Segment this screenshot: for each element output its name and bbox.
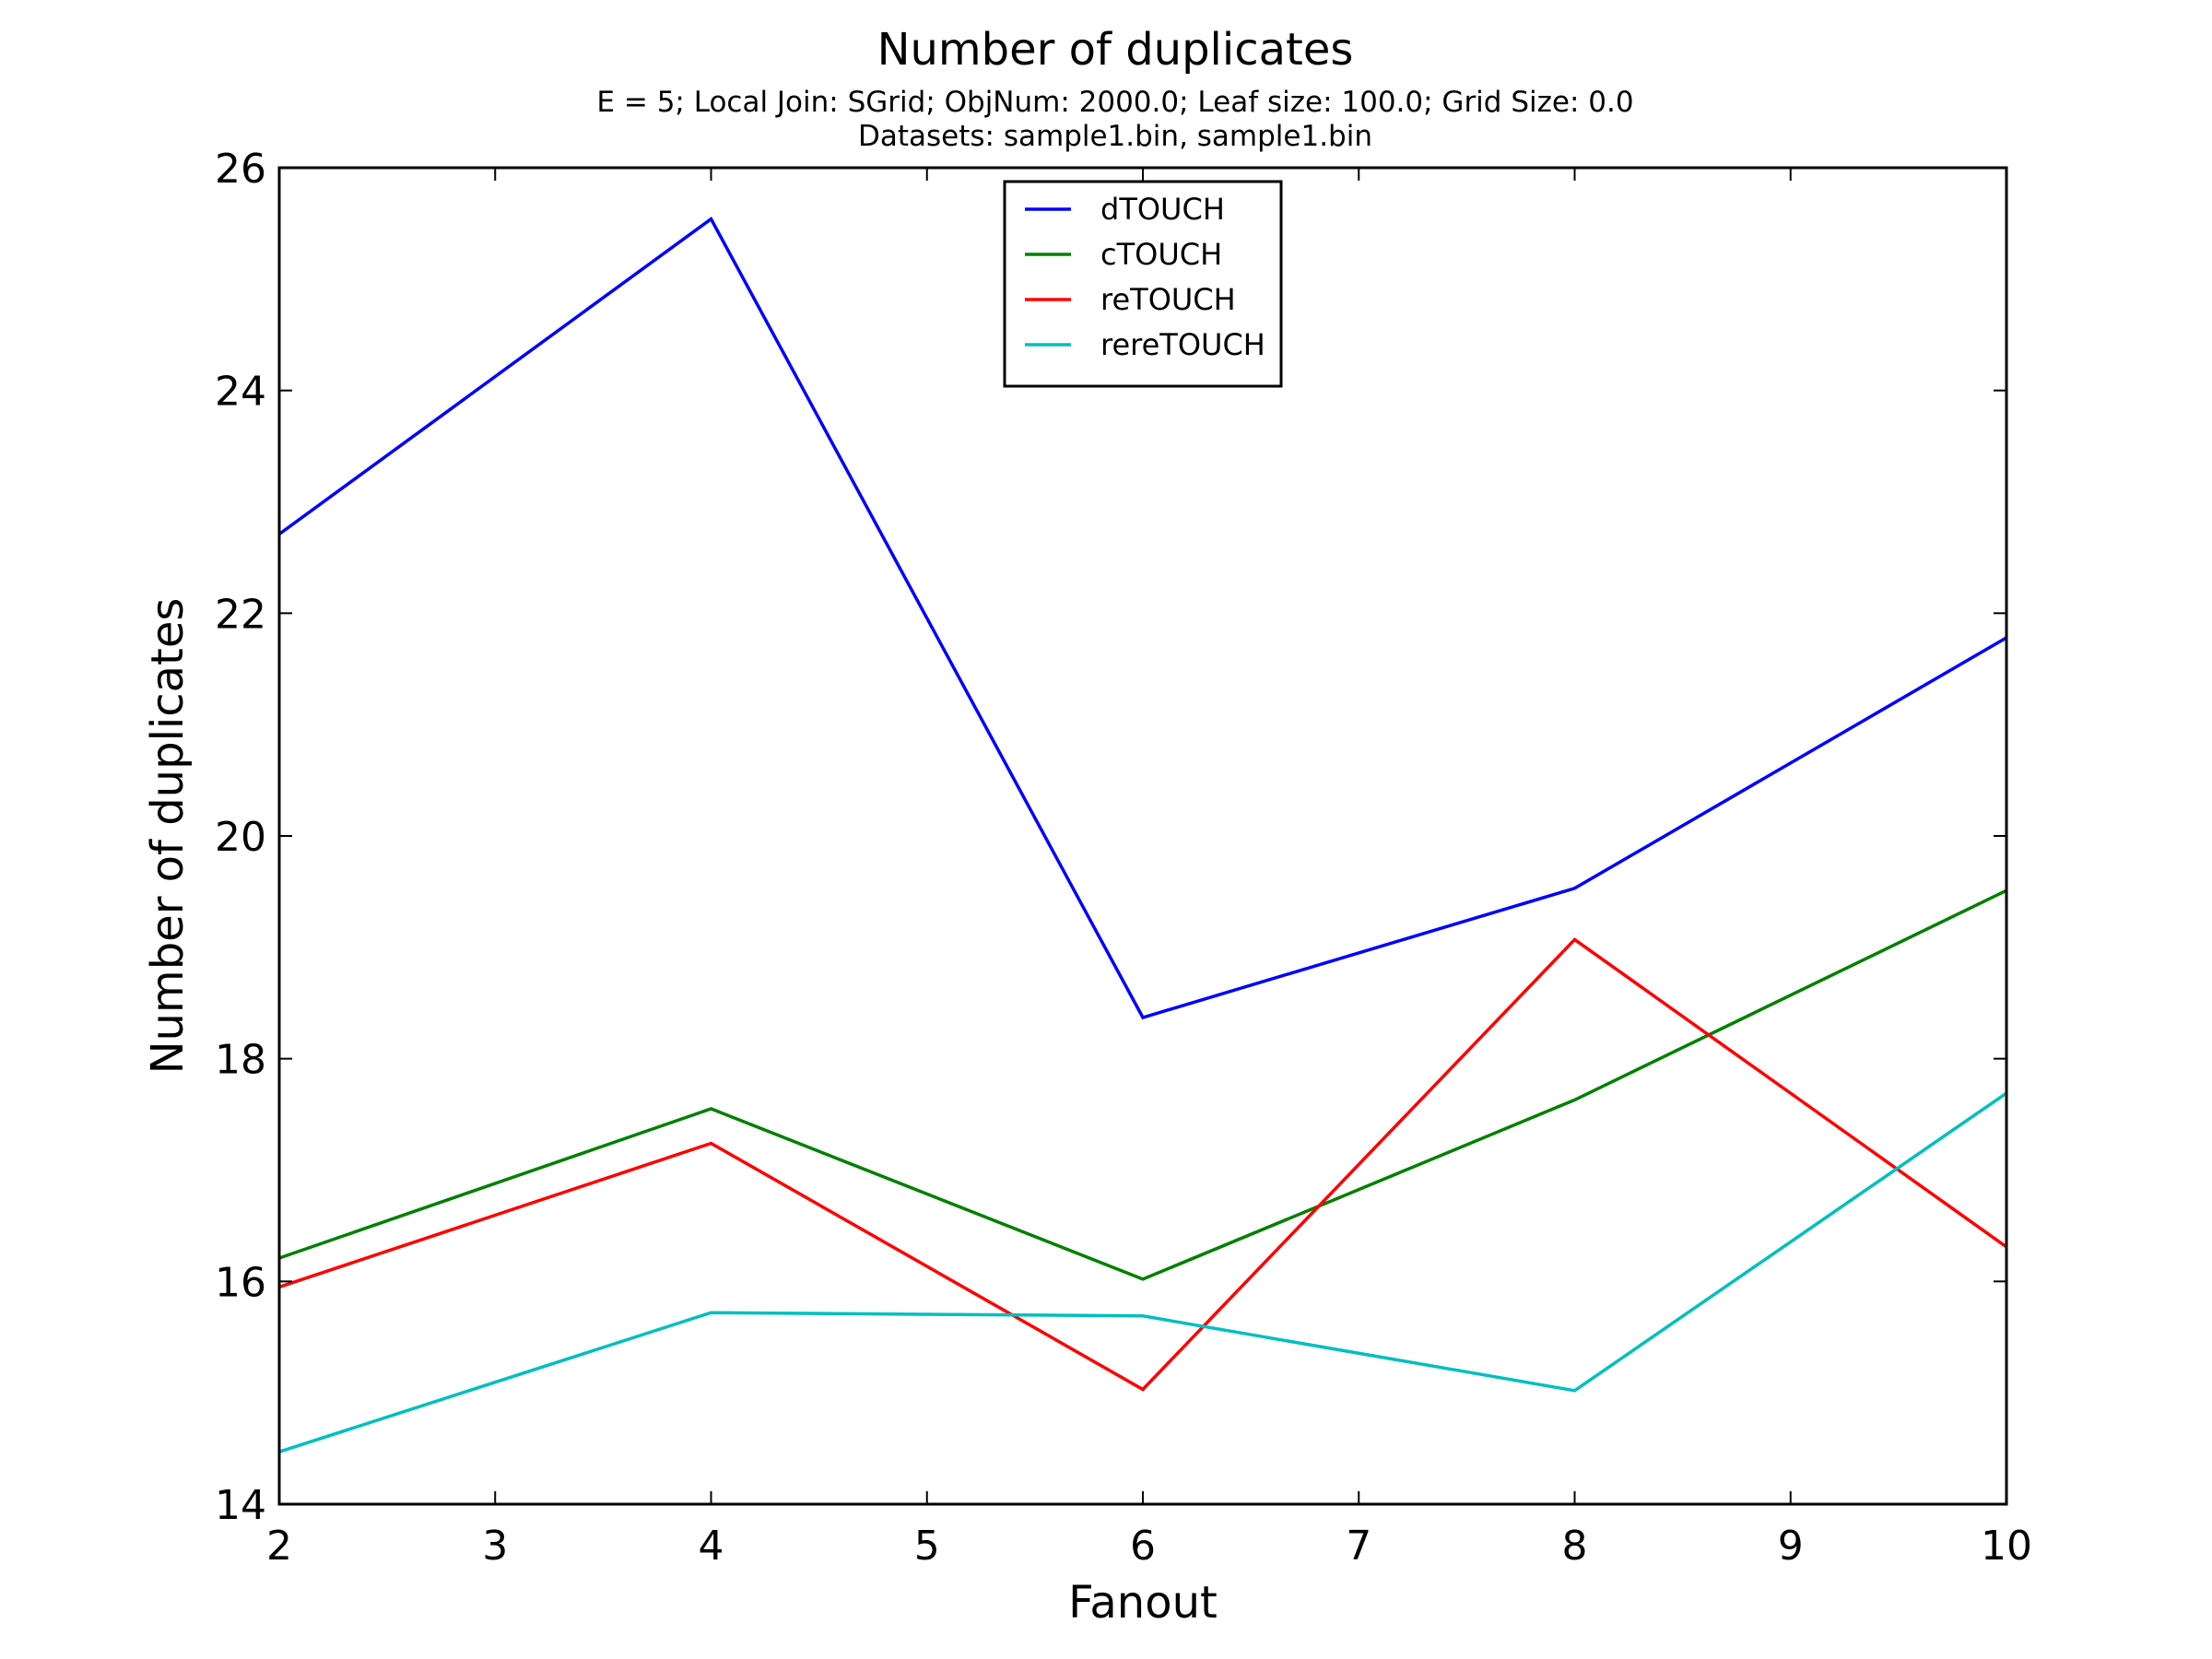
x-tick-label: 4 — [699, 1523, 724, 1570]
legend-label-cTOUCH: cTOUCH — [1100, 237, 1222, 272]
x-tick-label: 6 — [1130, 1523, 1156, 1570]
x-tick-label: 9 — [1778, 1523, 1804, 1570]
axis-ticks: 2 3 4 5 6 7 8 9 10 14 16 18 20 22 24 26 — [215, 146, 2032, 1570]
x-tick-label: 10 — [1981, 1523, 2032, 1570]
y-tick-label: 26 — [215, 146, 266, 193]
chart-title: Number of duplicates — [877, 24, 1354, 76]
legend-box — [1003, 180, 1283, 388]
y-tick-label: 16 — [215, 1259, 266, 1306]
x-tick-label: 5 — [914, 1523, 940, 1570]
legend-label-reTOUCH: reTOUCH — [1100, 282, 1236, 317]
y-axis-label: Number of duplicates — [142, 598, 194, 1075]
y-tick-label: 14 — [215, 1482, 266, 1529]
chart-subtitle-line-1: E = 5; Local Join: SGrid; ObjNum: 2000.0… — [596, 86, 1633, 119]
series-line-reTOUCH — [278, 937, 2008, 1392]
y-tick-label: 18 — [215, 1037, 266, 1084]
x-axis-label: Fanout — [1068, 1577, 1218, 1629]
x-tick-label: 7 — [1346, 1523, 1371, 1570]
series-line-dTOUCH — [277, 217, 2007, 1020]
y-tick-label: 24 — [215, 369, 266, 416]
legend-label-rereTOUCH: rereTOUCH — [1100, 327, 1265, 362]
legend-label-dTOUCH: dTOUCH — [1100, 192, 1225, 227]
y-tick-label: 22 — [215, 591, 266, 638]
x-tick-label: 3 — [482, 1523, 508, 1570]
chart-subtitle-line-2: Datasets: sample1.bin, sample1.bin — [858, 120, 1372, 153]
y-tick-label: 20 — [215, 814, 266, 861]
series-lines — [277, 217, 2008, 1453]
x-tick-label: 8 — [1562, 1523, 1588, 1570]
series-line-rereTOUCH — [278, 1091, 2007, 1453]
series-line-cTOUCH — [278, 888, 2007, 1281]
legend: dTOUCH cTOUCH reTOUCH rereTOUCH — [1003, 180, 1283, 388]
x-tick-label: 2 — [266, 1523, 292, 1570]
